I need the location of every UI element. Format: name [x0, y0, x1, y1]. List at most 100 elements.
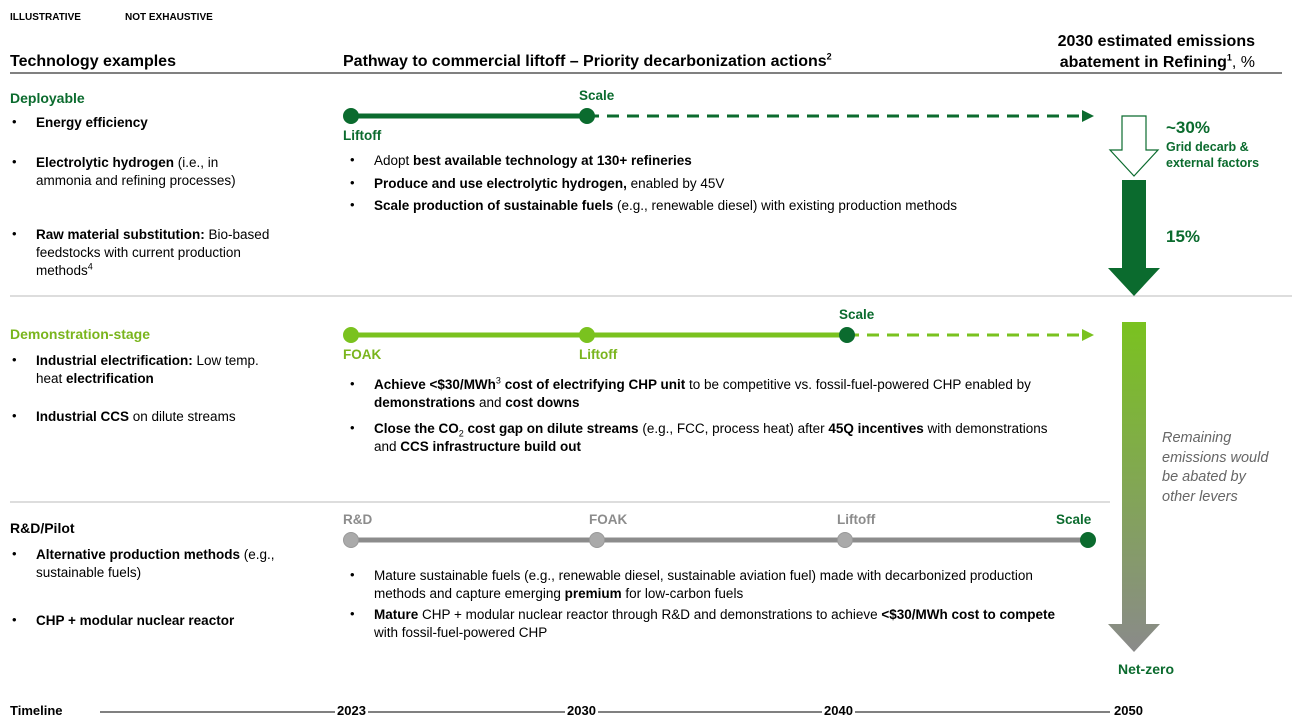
example: Industrial electrification: Low temp. he… [36, 352, 276, 388]
bullet: • [12, 352, 17, 367]
timeline-year: 2040 [822, 703, 855, 718]
bullet: • [350, 567, 355, 582]
section-title: R&D/Pilot [10, 520, 75, 536]
action: Mature sustainable fuels (e.g., renewabl… [374, 567, 1069, 603]
text-run: 4 [87, 261, 93, 272]
bullet: • [350, 606, 355, 621]
text-run: best available technology at 130+ refine… [413, 153, 692, 168]
milestone-dot [839, 327, 855, 343]
milestone-dot [579, 327, 595, 343]
bullet: • [12, 114, 17, 129]
abatement-value: ~30% [1166, 118, 1210, 137]
gradient-arrow [1108, 322, 1160, 652]
text-run: Electrolytic hydrogen [36, 155, 175, 170]
text-run: demonstrations [374, 395, 476, 410]
milestone-label: Scale [839, 307, 875, 322]
milestone-dot [579, 108, 595, 124]
text-run: premium [564, 586, 622, 601]
text-run: CHP + modular nuclear reactor [36, 613, 235, 628]
text-run: with demonstrations and [374, 421, 1048, 454]
bullet: • [350, 175, 355, 190]
text-run: Bio-based feedstocks with current produc… [36, 227, 270, 278]
milestone-dot [837, 532, 853, 548]
text-run: Pathway to commercial liftoff – Priority… [343, 53, 827, 70]
example: Industrial CCS on dilute streams [36, 408, 276, 426]
text-run: Close the CO [374, 421, 459, 436]
bullet: • [350, 197, 355, 212]
text-run: Mature sustainable fuels (e.g., renewabl… [374, 568, 1033, 601]
text-run: 3 [495, 375, 501, 386]
column-header: Pathway to commercial liftoff – Priority… [343, 51, 832, 71]
bullet: • [12, 612, 17, 627]
text-run: (i.e., in ammonia and refining processes… [36, 155, 236, 188]
text-run: with fossil-fuel-powered CHP [374, 625, 548, 640]
milestone-label: R&D [343, 512, 373, 527]
milestone-dot [343, 108, 359, 124]
abatement-label: Grid decarb & external factors [1166, 140, 1260, 170]
timeline-year: 2050 [1112, 703, 1145, 718]
example: CHP + modular nuclear reactor [36, 612, 276, 630]
text-run: for low-carbon fuels [621, 586, 744, 601]
pathway-arrow [1082, 329, 1094, 341]
text-run: CHP + modular nuclear reactor through R&… [418, 607, 882, 622]
text-run: Scale production of sustainable fuels [374, 198, 614, 213]
text-run: 1 [1226, 52, 1232, 63]
text-run: Industrial CCS [36, 409, 130, 424]
text-run: on dilute streams [129, 409, 236, 424]
text-run: cost of electrifying CHP unit [500, 377, 686, 392]
text-run: 2 [826, 51, 832, 62]
tag: ILLUSTRATIVE [10, 12, 81, 23]
milestone-label: Liftoff [837, 512, 876, 527]
remaining-note: Remaining emissions would be abated by o… [1162, 430, 1269, 505]
action: Close the CO2 cost gap on dilute streams… [374, 420, 1069, 456]
milestone-label: Liftoff [579, 347, 618, 362]
text-run: enabled by 45V [626, 176, 725, 191]
action: Scale production of sustainable fuels (e… [374, 197, 1069, 215]
milestone-dot [343, 327, 359, 343]
timeline-label: Timeline [10, 703, 63, 718]
milestone-label: FOAK [589, 512, 628, 527]
timeline-year: 2030 [565, 703, 598, 718]
bullet: • [350, 420, 355, 435]
text-run: (e.g., FCC, process heat) after [638, 421, 829, 436]
column-header: Technology examples [10, 53, 176, 70]
column-header: 2030 estimated emissions abatement in Ref… [1000, 31, 1255, 73]
text-run: Adopt [374, 153, 414, 168]
example: Electrolytic hydrogen (i.e., in ammonia … [36, 154, 276, 190]
text-run: Raw material substitution: [36, 227, 205, 242]
bullet: • [12, 408, 17, 423]
text-run: (e.g., sustainable fuels) [36, 547, 275, 580]
milestone-dot [589, 532, 605, 548]
text-run: electrification [66, 371, 154, 386]
tag: NOT EXHAUSTIVE [125, 12, 213, 23]
milestone-dot [343, 532, 359, 548]
action: Adopt best available technology at 130+ … [374, 152, 1069, 170]
timeline-year: 2023 [335, 703, 368, 718]
example: Alternative production methods (e.g., su… [36, 546, 276, 582]
milestone-label: FOAK [343, 347, 382, 362]
bullet: • [350, 376, 355, 391]
text-run: Industrial electrification: [36, 353, 193, 368]
milestone-label: Liftoff [343, 128, 382, 143]
text-run: Produce and use electrolytic hydrogen, [374, 176, 627, 191]
net-zero: Net-zero [1118, 661, 1175, 677]
text-run: Achieve <$30/MWh [374, 377, 496, 392]
text-run: 2030 estimated emissions [1057, 33, 1255, 50]
text-run: , % [1231, 54, 1255, 71]
text-run: CCS infrastructure build out [400, 439, 582, 454]
bullet: • [12, 154, 17, 169]
example: Raw material substitution: Bio-based fee… [36, 226, 276, 280]
bullet: • [12, 226, 17, 241]
abatement-value: 15% [1166, 227, 1201, 246]
solid-arrow [1108, 180, 1160, 296]
text-run: 45Q incentives [828, 421, 924, 436]
text-run: abatement in Refining [1059, 54, 1227, 71]
section-title: Deployable [10, 90, 85, 106]
example: Energy efficiency [36, 114, 276, 132]
text-run: Mature [374, 607, 419, 622]
text-run: (e.g., renewable diesel) with existing p… [613, 198, 957, 213]
text-run: Energy efficiency [36, 115, 148, 130]
header-line: 2030 estimated emissions [1000, 31, 1255, 52]
pathway-arrow [1082, 110, 1094, 122]
